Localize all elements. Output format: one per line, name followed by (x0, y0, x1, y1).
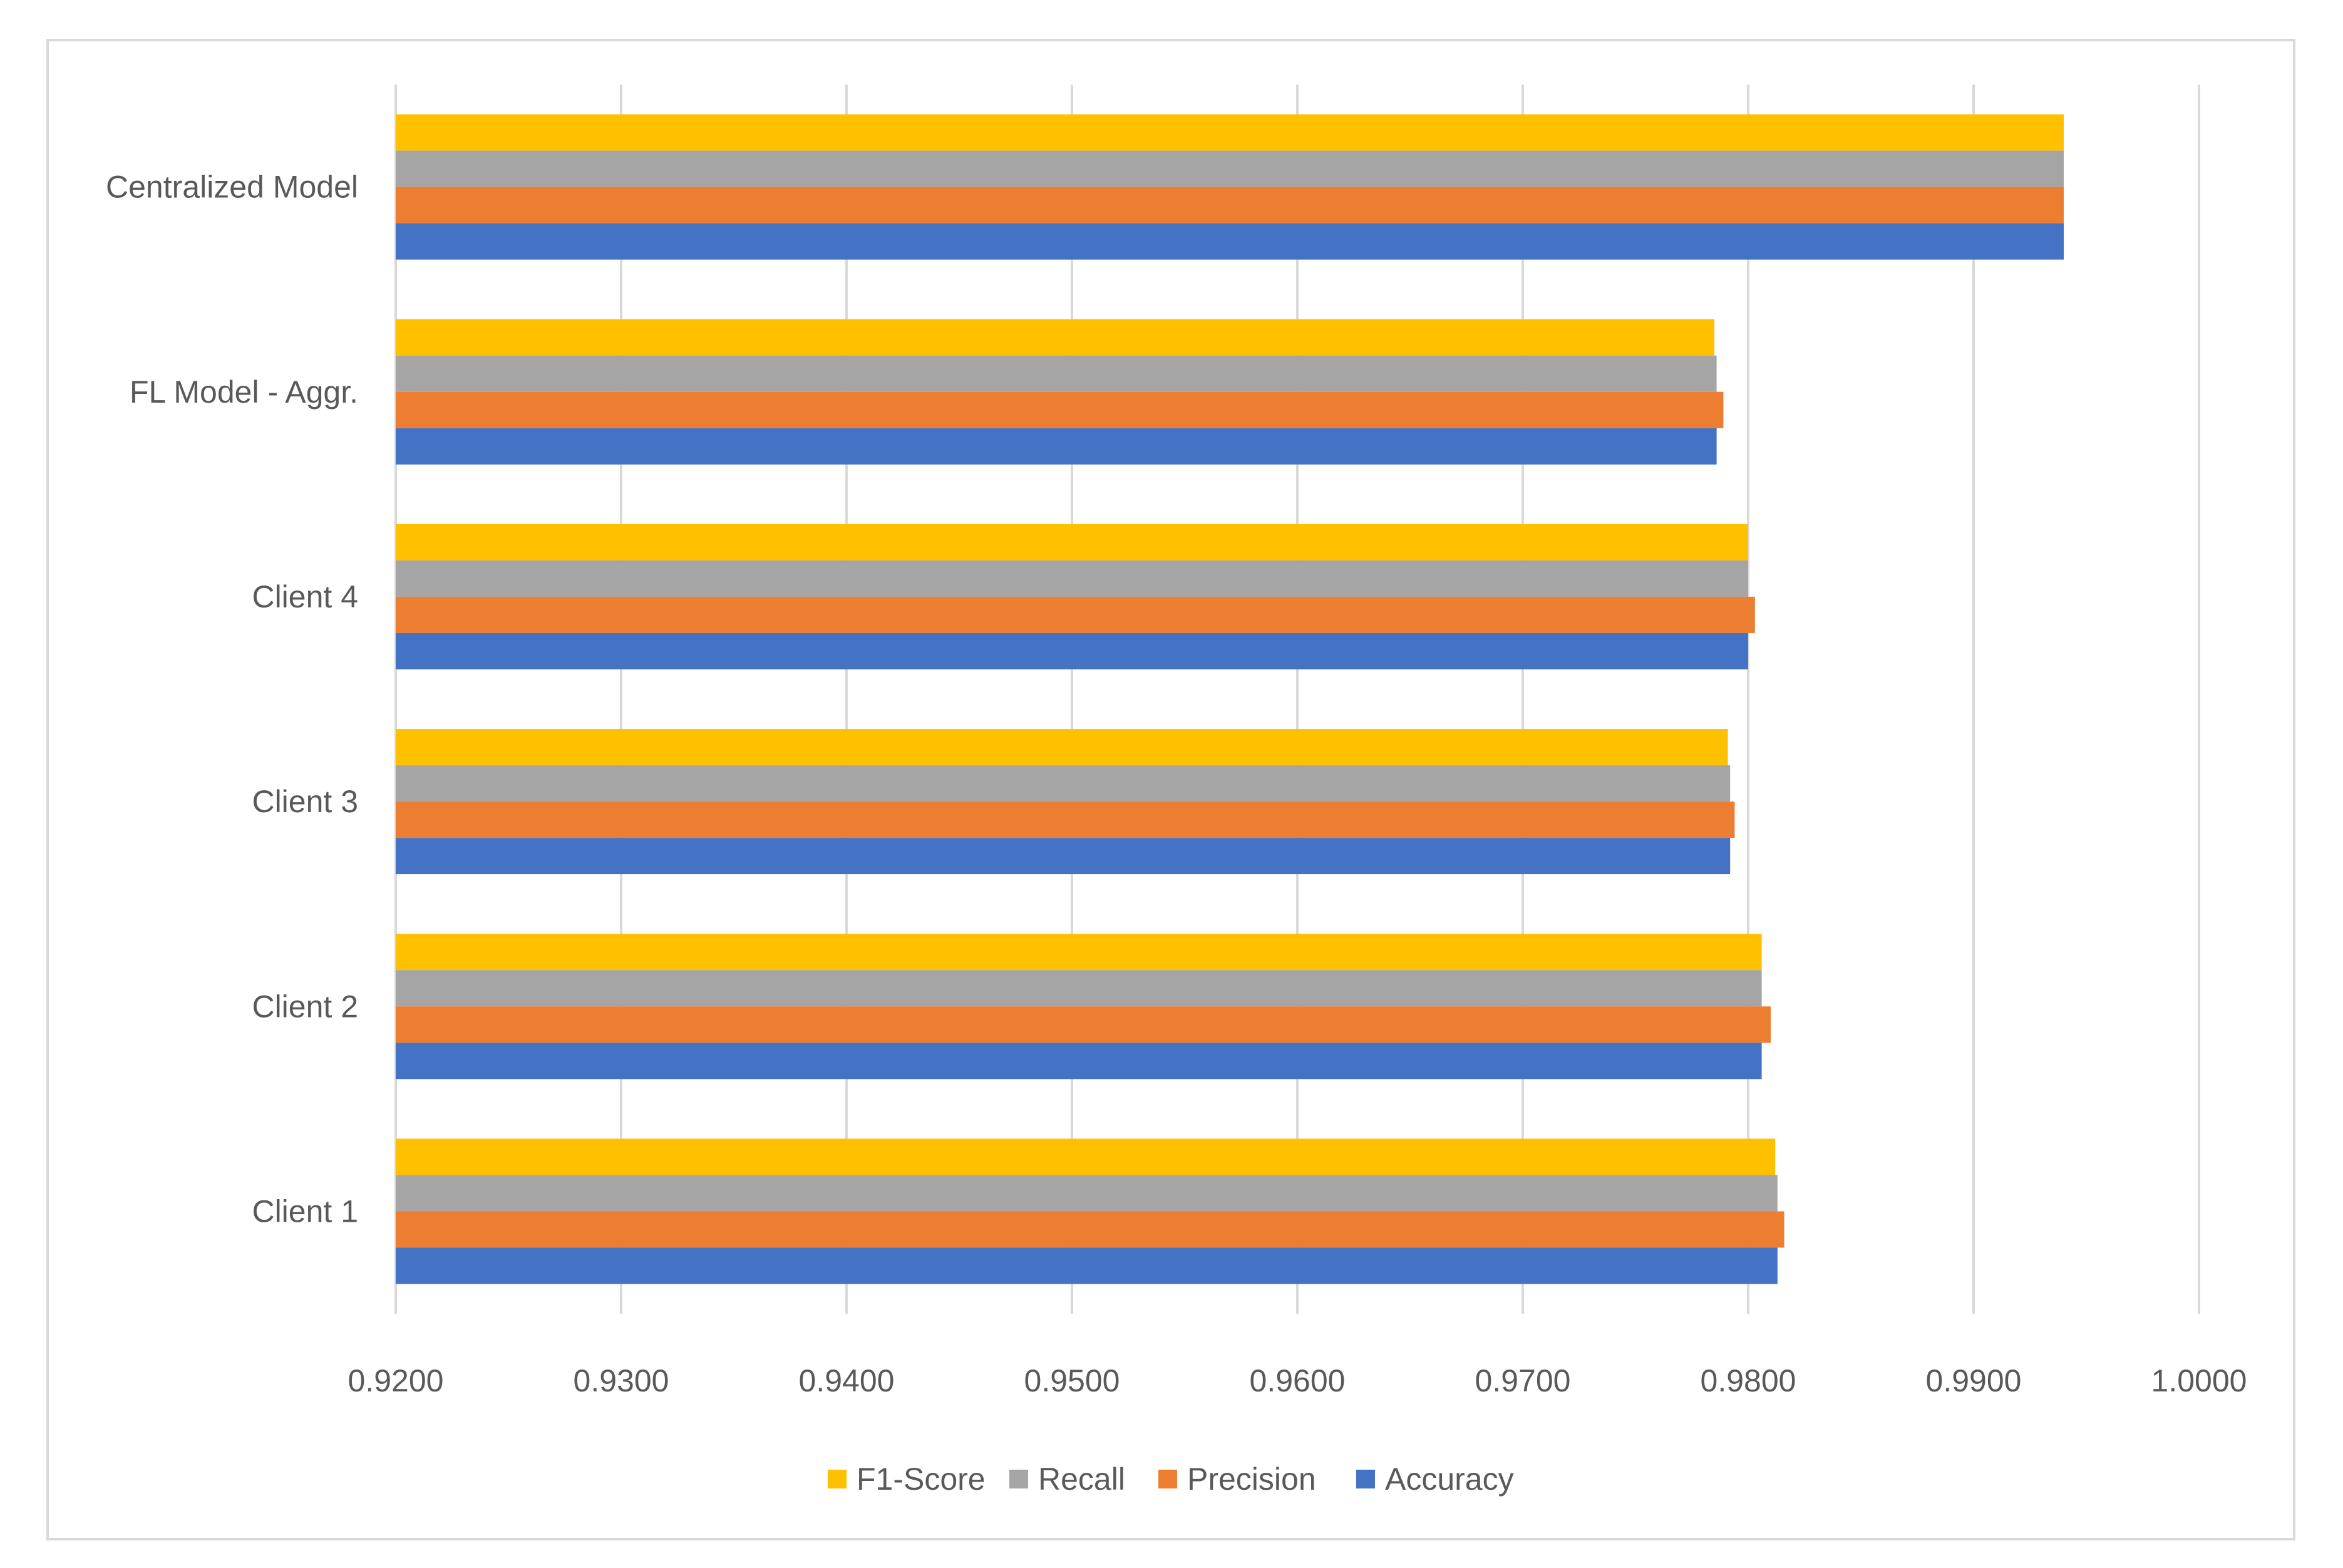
legend-swatch-f1-score (828, 1470, 847, 1488)
x-tick-label-3: 0.9500 (1024, 1363, 1120, 1398)
bar-f1-score-5 (396, 1138, 1776, 1175)
legend-label-f1-score: F1-Score (857, 1462, 986, 1497)
bar-accuracy-3 (396, 838, 1731, 875)
x-tick-label-4: 0.9600 (1250, 1363, 1346, 1398)
bars (396, 114, 2064, 1284)
legend: F1-Score Recall Precision Accuracy (828, 1462, 1514, 1497)
legend-swatch-precision (1158, 1470, 1177, 1488)
bar-f1-score-4 (396, 934, 1762, 971)
category-labels: Centralized Model FL Model - Aggr. Client … (106, 170, 358, 1229)
bar-f1-score-3 (396, 729, 1728, 766)
legend-swatch-accuracy (1356, 1470, 1375, 1488)
bar-recall-3 (396, 765, 1731, 802)
bar-recall-4 (396, 970, 1762, 1007)
x-tick-label-5: 0.9700 (1475, 1363, 1571, 1398)
bar-f1-score-2 (396, 524, 1748, 560)
bar-recall-2 (396, 560, 1748, 597)
bar-accuracy-1 (396, 428, 1717, 465)
x-tick-label-1: 0.9300 (574, 1363, 669, 1398)
x-tick-label-2: 0.9400 (799, 1363, 895, 1398)
legend-label-precision: Precision (1187, 1462, 1316, 1497)
x-tick-labels: 0.9200 0.9300 0.9400 0.9500 0.9600 0.9700 0.98… (348, 1363, 2247, 1398)
x-tick-label-7: 0.9900 (1926, 1363, 2022, 1398)
category-label-0: Centralized Model (106, 170, 358, 205)
bar-recall-0 (396, 150, 2064, 187)
x-tick-label-6: 0.9800 (1701, 1363, 1796, 1398)
legend-label-recall: Recall (1038, 1462, 1125, 1497)
bar-f1-score-1 (396, 319, 1714, 356)
bar-precision-2 (396, 596, 1755, 633)
category-label-3: Client 3 (252, 784, 358, 819)
x-tick-label-8: 1.0000 (2151, 1363, 2247, 1398)
category-label-2: Client 4 (252, 579, 358, 614)
category-label-1: FL Model - Aggr. (130, 374, 358, 410)
x-tick-label-0: 0.9200 (348, 1363, 444, 1398)
bar-accuracy-5 (396, 1247, 1778, 1284)
bar-precision-4 (396, 1006, 1771, 1043)
bar-precision-3 (396, 802, 1735, 838)
legend-swatch-recall (1009, 1470, 1028, 1488)
bar-accuracy-0 (396, 223, 2064, 260)
category-label-5: Client 1 (252, 1194, 358, 1229)
legend-label-accuracy: Accuracy (1385, 1462, 1514, 1497)
gridlines (394, 85, 2200, 1314)
bar-precision-1 (396, 391, 1724, 428)
bar-recall-1 (396, 355, 1717, 392)
bar-f1-score-0 (396, 114, 2064, 151)
bar-accuracy-2 (396, 632, 1748, 669)
bar-accuracy-4 (396, 1043, 1762, 1080)
bar-precision-5 (396, 1211, 1784, 1248)
bar-precision-0 (396, 187, 2064, 224)
category-label-4: Client 2 (252, 989, 358, 1024)
bar-recall-5 (396, 1175, 1778, 1212)
